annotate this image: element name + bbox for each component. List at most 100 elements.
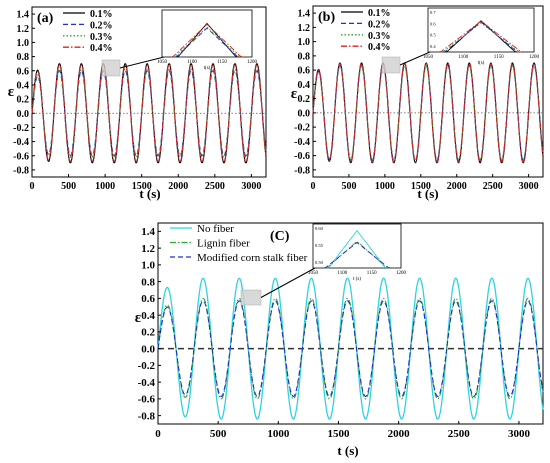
y-tick-label: 0.8 bbox=[17, 52, 30, 63]
y-tick-label: -0.4 bbox=[138, 377, 156, 389]
inset-series-line-2 bbox=[442, 21, 520, 53]
inset-x-tick-label: 1200 bbox=[247, 60, 258, 65]
y-tick-label: -0.2 bbox=[294, 123, 310, 134]
inset-series-line-3 bbox=[172, 26, 242, 58]
legend-label: 0.3% bbox=[368, 31, 391, 42]
y-tick-label: -0.8 bbox=[13, 165, 29, 176]
series-line-3 bbox=[157, 300, 544, 397]
x-tick-label: 2000 bbox=[447, 181, 467, 192]
panel-label: (a) bbox=[37, 11, 54, 26]
inset-series-line-3 bbox=[440, 22, 522, 53]
y-tick-label: -0.8 bbox=[294, 165, 310, 176]
inset-x-tick-label: 1050 bbox=[157, 60, 168, 65]
y-tick-label: 0.4 bbox=[298, 80, 311, 91]
y-tick-label: 0.8 bbox=[141, 276, 155, 288]
y-tick-label: -0.6 bbox=[13, 151, 29, 162]
x-tick-label: 1500 bbox=[327, 428, 350, 440]
y-tick-label: -0.4 bbox=[294, 137, 310, 148]
y-tick-label: -0.2 bbox=[13, 123, 29, 134]
y-tick-label: 0.2 bbox=[298, 94, 311, 105]
x-axis-label: t (s) bbox=[417, 186, 438, 201]
legend-label: Lignin fiber bbox=[197, 238, 250, 250]
inset-x-tick-label: 1100 bbox=[187, 60, 197, 65]
plot-frame bbox=[31, 6, 267, 178]
x-tick-label: 3000 bbox=[519, 181, 539, 192]
y-tick-label: 1.4 bbox=[17, 10, 30, 21]
legend-label: 0.3% bbox=[90, 32, 113, 43]
y-tick-label: 1.4 bbox=[141, 226, 155, 238]
legend-label: 0.1% bbox=[90, 9, 113, 20]
inset-y-tick-label: 0.4 bbox=[430, 44, 436, 49]
x-tick-label: 2000 bbox=[168, 181, 188, 192]
legend: 0.1%0.2%0.3%0.4% bbox=[341, 8, 391, 53]
y-tick-label: 1.4 bbox=[298, 9, 311, 20]
y-tick-label: 0.0 bbox=[141, 343, 155, 355]
x-tick-label: 1000 bbox=[95, 181, 115, 192]
x-tick-label: 1500 bbox=[411, 181, 431, 192]
y-tick-label: 0.8 bbox=[298, 51, 311, 62]
inset-y-tick-label: 0.55 bbox=[315, 243, 324, 248]
y-tick-label: 0.2 bbox=[17, 95, 30, 106]
inset-series-line-4 bbox=[170, 23, 244, 58]
x-tick-label: 0 bbox=[30, 181, 35, 192]
legend-label: 0.2% bbox=[368, 19, 391, 30]
y-tick-label: 0.0 bbox=[298, 108, 311, 119]
x-tick-label: 3000 bbox=[241, 181, 261, 192]
zoom-highlight-box bbox=[381, 56, 401, 74]
inset-frame bbox=[427, 7, 535, 53]
x-tick-label: 500 bbox=[341, 181, 356, 192]
inset-x-tick-label: 1050 bbox=[423, 55, 434, 60]
y-tick-label: -0.6 bbox=[294, 151, 310, 162]
inset-y-tick-label: 0.6 bbox=[430, 21, 436, 26]
inset-x-tick-label: 1150 bbox=[494, 55, 504, 60]
x-tick-label: 0 bbox=[155, 428, 161, 440]
x-tick-label: 1500 bbox=[132, 181, 152, 192]
y-axis-label: ε bbox=[291, 86, 298, 102]
inset-y-tick-label: 0.50 bbox=[315, 260, 324, 265]
plot-frame bbox=[312, 5, 544, 178]
y-tick-label: 0.0 bbox=[17, 109, 30, 120]
legend-label: 0.4% bbox=[368, 42, 391, 53]
series-line-4 bbox=[31, 64, 267, 163]
series-line-1 bbox=[157, 277, 544, 420]
x-tick-label: 3000 bbox=[508, 428, 531, 440]
x-axis-label: t (s) bbox=[337, 443, 358, 458]
y-tick-label: 0.6 bbox=[298, 66, 311, 77]
x-tick-label: 500 bbox=[210, 428, 227, 440]
legend-label: 0.2% bbox=[90, 20, 113, 31]
inset-plot: 1050 1100 1150 1200 t (s) 0.60 0.55 0.50 bbox=[308, 223, 407, 282]
x-tick-label: 2500 bbox=[483, 181, 503, 192]
inset-series-line-2 bbox=[174, 27, 240, 58]
y-tick-label: -0.4 bbox=[13, 137, 29, 148]
chart-panel-3: 0 500 1000 1500 2000 2500 3000 -0.8 -0.6 -0.4 -0.2… bbox=[135, 222, 544, 458]
inset-x-tick-label: 1200 bbox=[396, 271, 407, 276]
legend-label: 0.4% bbox=[90, 43, 113, 54]
y-tick-label: -0.6 bbox=[138, 394, 156, 406]
y-tick-label: 0.6 bbox=[17, 66, 30, 77]
legend: No fiber Lignin fiber Modified corn stalk … bbox=[170, 223, 308, 264]
inset-x-tick-label: 1100 bbox=[337, 271, 347, 276]
inset-x-tick-label: 1150 bbox=[367, 271, 377, 276]
y-tick-label: -0.8 bbox=[138, 410, 156, 422]
inset-series-line-4 bbox=[438, 20, 524, 53]
y-tick-label: 0.2 bbox=[141, 327, 155, 339]
plot-frame bbox=[157, 222, 544, 425]
y-tick-label: 1.2 bbox=[298, 23, 311, 34]
x-axis-label: t (s) bbox=[139, 186, 160, 201]
inset-series-line-1 bbox=[176, 22, 238, 58]
zoom-arrow bbox=[399, 51, 431, 66]
legend: 0.1%0.2%0.3%0.4% bbox=[63, 9, 113, 54]
y-tick-label: 1.0 bbox=[298, 37, 311, 48]
inset-x-axis-label: t(s) bbox=[204, 66, 211, 71]
zoom-highlight-box bbox=[101, 59, 121, 77]
y-tick-label: 0.4 bbox=[141, 310, 155, 322]
inset-x-axis-label: t (s) bbox=[353, 277, 361, 282]
inset-series-line-1 bbox=[444, 20, 518, 53]
zoom-arrow bbox=[260, 267, 316, 298]
y-tick-label: 0.4 bbox=[17, 80, 30, 91]
inset-plot: 1050 1100 1150 1200 t(s) bbox=[157, 9, 258, 71]
inset-x-tick-label: 1150 bbox=[217, 60, 227, 65]
inset-plot: 1050 1100 1150 1200 t(s) 0.7 0.6 0.5 0.4 bbox=[423, 7, 540, 66]
x-tick-label: 2500 bbox=[205, 181, 225, 192]
inset-x-tick-label: 1200 bbox=[529, 55, 540, 60]
